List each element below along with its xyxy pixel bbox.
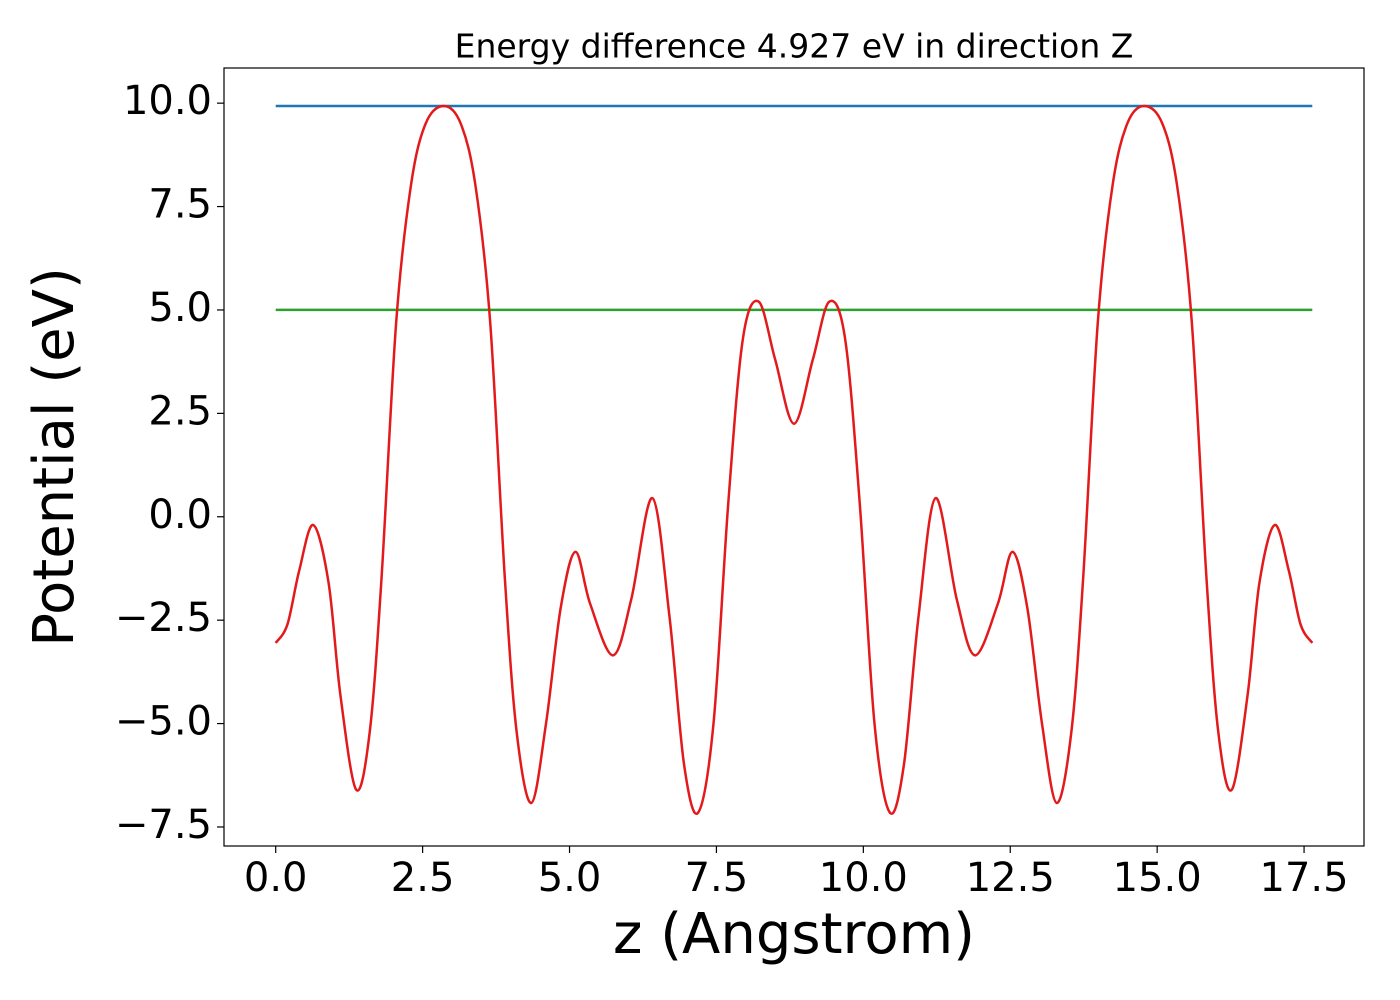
y-tick-label: 10.0 bbox=[123, 78, 212, 124]
x-tick-label: 5.0 bbox=[538, 855, 602, 901]
x-tick-label: 10.0 bbox=[819, 855, 908, 901]
y-tick-label: −7.5 bbox=[115, 802, 212, 848]
y-tick-label: 5.0 bbox=[148, 285, 212, 331]
plot-frame bbox=[223, 67, 1365, 847]
chart-title: Energy difference 4.927 eV in direction … bbox=[455, 27, 1134, 66]
y-tick-label: 0.0 bbox=[148, 492, 212, 538]
y-tick-label: 7.5 bbox=[148, 182, 212, 228]
x-axis-label: z (Angstrom) bbox=[613, 902, 975, 967]
y-tick-label: −2.5 bbox=[115, 595, 212, 641]
x-tick-label: 7.5 bbox=[685, 855, 749, 901]
x-tick-label: 2.5 bbox=[391, 855, 455, 901]
y-axis-label: Potential (eV) bbox=[22, 267, 87, 647]
y-tick-label: 2.5 bbox=[148, 388, 212, 434]
x-tick-label: 12.5 bbox=[966, 855, 1055, 901]
x-tick-label: 15.0 bbox=[1113, 855, 1202, 901]
data-line bbox=[274, 104, 1314, 816]
y-tick-label: −5.0 bbox=[115, 699, 212, 745]
x-tick-label: 17.5 bbox=[1260, 855, 1349, 901]
x-tick-label: 0.0 bbox=[244, 855, 308, 901]
